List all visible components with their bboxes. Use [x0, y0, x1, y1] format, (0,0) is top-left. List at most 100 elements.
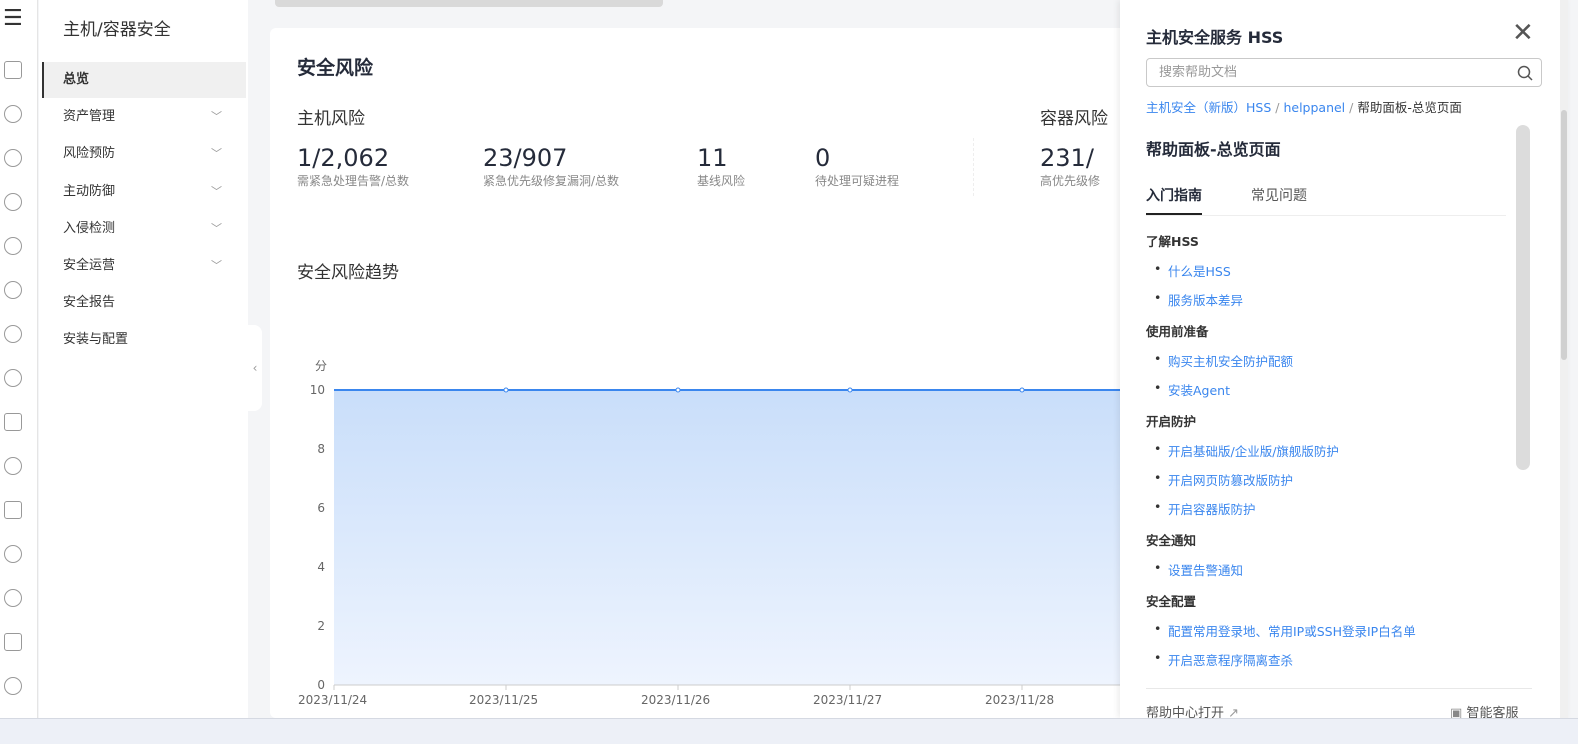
- image-scan-icon[interactable]: [4, 413, 22, 431]
- chevron-down-icon: ﹀: [211, 147, 222, 161]
- risk-icon[interactable]: [4, 149, 22, 167]
- stat-sep: /: [1085, 144, 1094, 172]
- chevron-down-icon: ﹀: [211, 221, 222, 235]
- external-link-icon: ↗: [1228, 706, 1240, 721]
- help-link[interactable]: 服务版本差异: [1154, 290, 1243, 309]
- chevron-down-icon: ﹀: [211, 110, 222, 124]
- stat-label: 需紧急处理告警/总数: [297, 174, 410, 188]
- data-point: [503, 387, 509, 393]
- y-axis-unit: 分: [315, 359, 327, 373]
- stat-baseline[interactable]: 11 基线风险: [697, 144, 745, 189]
- help-link[interactable]: 购买主机安全防护配额: [1154, 351, 1293, 370]
- close-icon[interactable]: ✕: [1512, 18, 1534, 48]
- stat-label: 待处理可疑进程: [815, 174, 900, 188]
- y-tick-label: 2: [317, 619, 325, 633]
- sidebar-item-label: 主动防御: [63, 183, 116, 199]
- server-icon[interactable]: [4, 633, 22, 651]
- page-title: 安全风险: [297, 57, 374, 79]
- help-panel-title: 主机安全服务 HSS: [1146, 28, 1284, 47]
- stat-total: 2,062: [320, 144, 390, 172]
- y-tick-label: 0: [317, 678, 325, 692]
- stat-sep: /: [312, 144, 321, 172]
- cloud-icon[interactable]: [4, 589, 22, 607]
- sidebar-item[interactable]: 主动防御 ﹀: [42, 174, 246, 210]
- sidebar-item[interactable]: 资产管理 ﹀: [42, 99, 246, 135]
- breadcrumb-link[interactable]: helppanel: [1283, 100, 1346, 115]
- horizontal-scrollbar[interactable]: [275, 0, 663, 7]
- sidebar-item[interactable]: 安装与配置: [42, 322, 246, 358]
- chevron-down-icon: ﹀: [211, 259, 222, 272]
- stat-container[interactable]: 231/ 高优先级修: [1040, 144, 1100, 189]
- stat-total: 907: [521, 144, 568, 172]
- cloud-icon[interactable]: [4, 545, 22, 563]
- report-icon[interactable]: [4, 501, 22, 519]
- help-link[interactable]: 配置常用登录地、常用IP或SSH登录IP白名单: [1154, 621, 1416, 640]
- sidebar-item[interactable]: 安全运营 ﹀: [42, 248, 246, 284]
- stat-sep: /: [513, 144, 522, 172]
- x-tick-label: 2023/11/24: [298, 693, 367, 707]
- container-icon[interactable]: [4, 325, 22, 343]
- ip-icon[interactable]: [4, 193, 22, 211]
- sidebar-item-label: 安全报告: [63, 295, 116, 311]
- breadcrumb: 主机安全（新版）HSS / helppanel / 帮助面板-总览页面: [1146, 100, 1462, 115]
- sidebar-item[interactable]: 总览: [42, 62, 246, 98]
- sidebar-item[interactable]: 风险预防 ﹀: [42, 136, 246, 172]
- y-tick-label: 6: [317, 501, 325, 515]
- sidebar-item-label: 风险预防: [63, 146, 116, 162]
- overview-icon[interactable]: [4, 61, 22, 79]
- sidebar-item-label: 入侵检测: [63, 220, 116, 236]
- asset-icon[interactable]: [4, 105, 22, 123]
- cloud-icon[interactable]: [4, 369, 22, 387]
- divider: [973, 138, 974, 196]
- search-icon[interactable]: [1517, 65, 1533, 81]
- breadcrumb-link[interactable]: 主机安全（新版）HSS: [1146, 100, 1272, 115]
- stat-processes[interactable]: 0 待处理可疑进程: [815, 144, 899, 189]
- help-link[interactable]: 开启恶意程序隔离查杀: [1154, 650, 1293, 669]
- sidebar-item[interactable]: 安全报告: [42, 285, 246, 321]
- robot-icon: ▣: [1450, 706, 1463, 721]
- stat-value: 0: [815, 144, 831, 172]
- shield-icon[interactable]: [4, 281, 22, 299]
- cloud-icon[interactable]: [4, 237, 22, 255]
- stat-value: 23: [483, 144, 514, 172]
- help-link[interactable]: 什么是HSS: [1154, 261, 1231, 280]
- container-risk-title: 容器风险: [1040, 109, 1108, 129]
- tab-getting-started[interactable]: 入门指南: [1146, 185, 1202, 216]
- sidebar-item-label: 总览: [63, 72, 90, 87]
- collapse-sidebar-button[interactable]: ‹: [248, 325, 262, 411]
- help-panel: 主机安全服务 HSS ✕ 搜索帮助文档 主机安全（新版）HSS / helppa…: [1120, 0, 1568, 721]
- y-tick-label: 10: [310, 383, 325, 397]
- help-search-input[interactable]: 搜索帮助文档: [1146, 58, 1542, 87]
- section-title: 使用前准备: [1146, 324, 1209, 339]
- help-link[interactable]: 设置告警通知: [1154, 560, 1243, 579]
- icon-rail: ☰: [0, 0, 38, 718]
- stat-alerts[interactable]: 1/2,062 需紧急处理告警/总数: [297, 144, 409, 189]
- security-risk-card: 安全风险 主机风险 1/2,062 需紧急处理告警/总数 23/907 紧急优先…: [270, 28, 1170, 718]
- trend-title: 安全风险趋势: [297, 263, 399, 283]
- breadcrumb-current: 帮助面板-总览页面: [1357, 100, 1462, 115]
- help-content-scrollbar[interactable]: [1516, 125, 1530, 470]
- help-link[interactable]: 安装Agent: [1154, 380, 1230, 399]
- page-scrollbar[interactable]: [1560, 0, 1568, 718]
- stat-vulns[interactable]: 23/907 紧急优先级修复漏洞/总数: [483, 144, 619, 189]
- cloud-icon[interactable]: [4, 677, 22, 695]
- open-help-center-link[interactable]: 帮助中心打开 ↗: [1146, 702, 1239, 721]
- help-link[interactable]: 开启容器版防护: [1154, 499, 1255, 518]
- smart-service-button[interactable]: ▣ 智能客服: [1450, 702, 1518, 721]
- data-point: [675, 387, 681, 393]
- help-link[interactable]: 开启网页防篡改版防护: [1154, 470, 1293, 489]
- cloud-icon[interactable]: [4, 457, 22, 475]
- x-tick-label: 2023/11/27: [813, 693, 882, 707]
- sidebar-item-label: 安装与配置: [63, 332, 129, 348]
- data-point: [1019, 387, 1025, 393]
- data-point: [847, 387, 853, 393]
- tab-faq[interactable]: 常见问题: [1251, 188, 1307, 204]
- sidebar-title: 主机/容器安全: [63, 20, 171, 40]
- stat-value: 11: [697, 144, 728, 172]
- help-link[interactable]: 开启基础版/企业版/旗舰版防护: [1154, 441, 1339, 460]
- menu-icon[interactable]: ☰: [3, 6, 23, 31]
- tabs-divider: [1146, 215, 1506, 216]
- sidebar-item[interactable]: 入侵检测 ﹀: [42, 211, 246, 247]
- footer-divider: [1146, 688, 1532, 689]
- section-title: 了解HSS: [1146, 234, 1199, 249]
